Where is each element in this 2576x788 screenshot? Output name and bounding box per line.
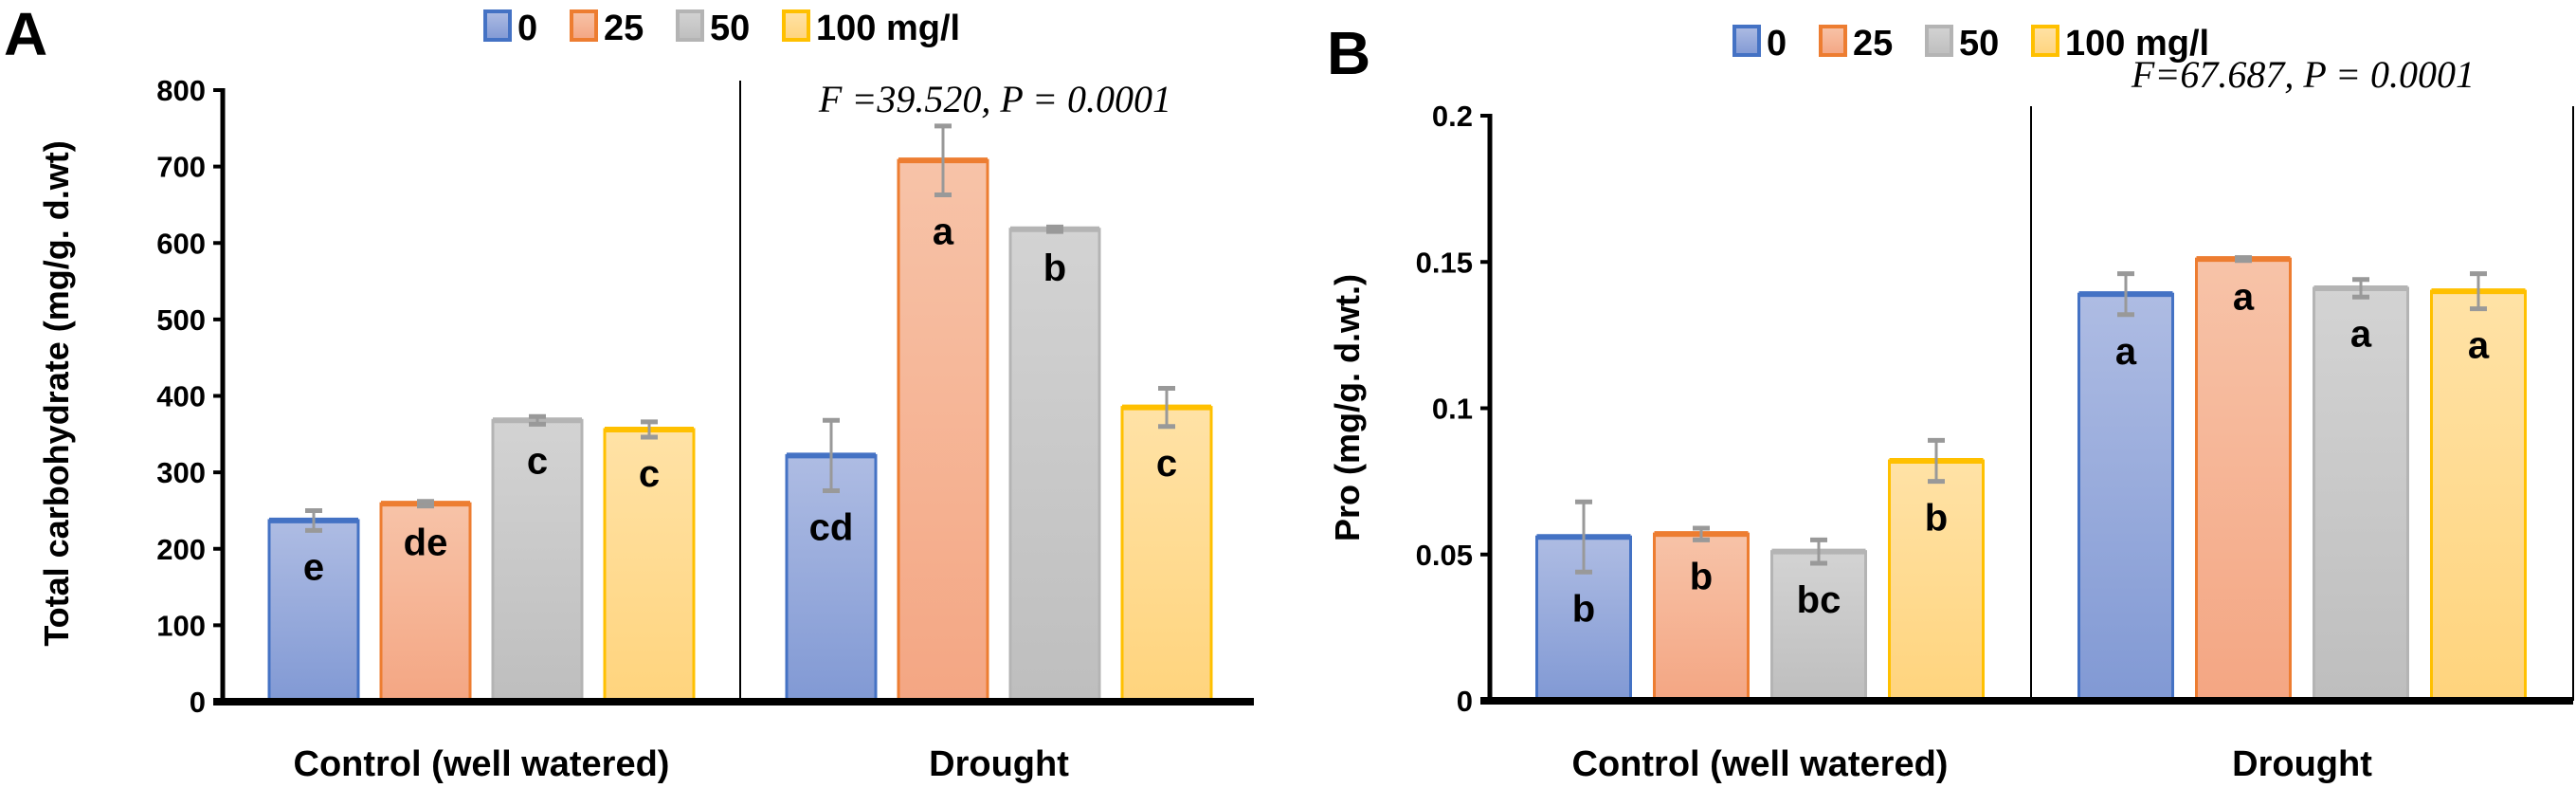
y-tick-label: 700 [156, 151, 206, 184]
legend-label: 25 [604, 9, 644, 48]
legend-swatch [782, 9, 810, 42]
x-category-label: Drought [929, 744, 1069, 784]
x-category-label: Control (well watered) [1572, 744, 1949, 784]
y-tick-label: 200 [156, 533, 206, 566]
y-tick-label: 800 [156, 74, 206, 107]
bar [1535, 535, 1632, 703]
significance-letter: c [527, 440, 548, 482]
bar [897, 158, 989, 704]
significance-letter: b [1925, 498, 1948, 540]
legend-swatch [1925, 25, 1953, 57]
y-tick-label: 0.2 [1432, 100, 1473, 133]
significance-letter: c [639, 453, 660, 495]
bar [2313, 286, 2409, 703]
significance-letter: c [1156, 443, 1177, 485]
legend-label: 50 [1959, 24, 1999, 64]
chart-panel-A: A 0 25 50 100 mg/l Total carbohydrate (mg/g. … [4, 0, 1254, 784]
legend-swatch [1819, 25, 1847, 57]
legend-label: 25 [1853, 24, 1893, 64]
legend-swatch [2031, 25, 2059, 57]
legend-label: 100 mg/l [2065, 24, 2209, 64]
bar [785, 453, 878, 704]
legend-swatch [570, 9, 598, 42]
significance-letter: b [1690, 556, 1713, 597]
y-tick-label: 0.15 [1416, 246, 1473, 279]
y-axis-title: Pro (mg/g. d.wt.) [1328, 274, 1367, 541]
significance-letter: de [404, 522, 448, 564]
panel-label: B [1327, 19, 1370, 87]
significance-letter: e [303, 546, 324, 588]
y-tick-label: 0.05 [1416, 539, 1473, 572]
bar [379, 502, 472, 704]
bar [1770, 550, 1867, 703]
anova-annotation: F =39.520, P = 0.0001 [818, 78, 1171, 120]
legend-label: 50 [710, 9, 750, 48]
legend-swatch [483, 9, 512, 42]
x-category-label: Control (well watered) [294, 744, 670, 784]
legend-label: 100 mg/l [816, 9, 960, 48]
significance-letter: bc [1797, 579, 1841, 621]
x-category-label: Drought [2232, 744, 2372, 784]
y-tick-label: 0 [190, 686, 206, 719]
significance-letter: a [2233, 277, 2255, 319]
significance-letter: cd [809, 506, 854, 548]
y-tick-label: 500 [156, 303, 206, 337]
legend-label: 0 [517, 9, 537, 48]
significance-letter: a [2115, 331, 2137, 373]
y-tick-label: 300 [156, 456, 206, 489]
significance-letter: b [1043, 247, 1066, 289]
significance-letter: a [2468, 325, 2490, 367]
y-tick-label: 0 [1457, 685, 1473, 718]
bar [2077, 292, 2174, 703]
significance-letter: b [1572, 588, 1595, 630]
panel-label: A [4, 0, 47, 68]
y-tick-label: 100 [156, 609, 206, 642]
legend-label: 0 [1767, 24, 1787, 64]
anova-annotation: F=67.687, P = 0.0001 [2131, 53, 2475, 96]
y-axis-title: Total carbohydrate (mg/g. d.wt) [37, 140, 76, 646]
y-tick-label: 0.1 [1432, 393, 1473, 426]
significance-letter: a [2350, 313, 2372, 355]
significance-letter: a [933, 211, 954, 252]
bar [1008, 228, 1101, 704]
y-tick-label: 400 [156, 380, 206, 413]
bar [2195, 257, 2292, 703]
bar [1653, 532, 1750, 703]
chart-panel-B: B 0 25 50 100 mg/l Pro (mg/g. d.wt.) 0 0.05 0.1 0… [1327, 19, 2574, 784]
legend-swatch [1732, 25, 1761, 57]
y-tick-label: 600 [156, 227, 206, 260]
legend-swatch [676, 9, 704, 42]
